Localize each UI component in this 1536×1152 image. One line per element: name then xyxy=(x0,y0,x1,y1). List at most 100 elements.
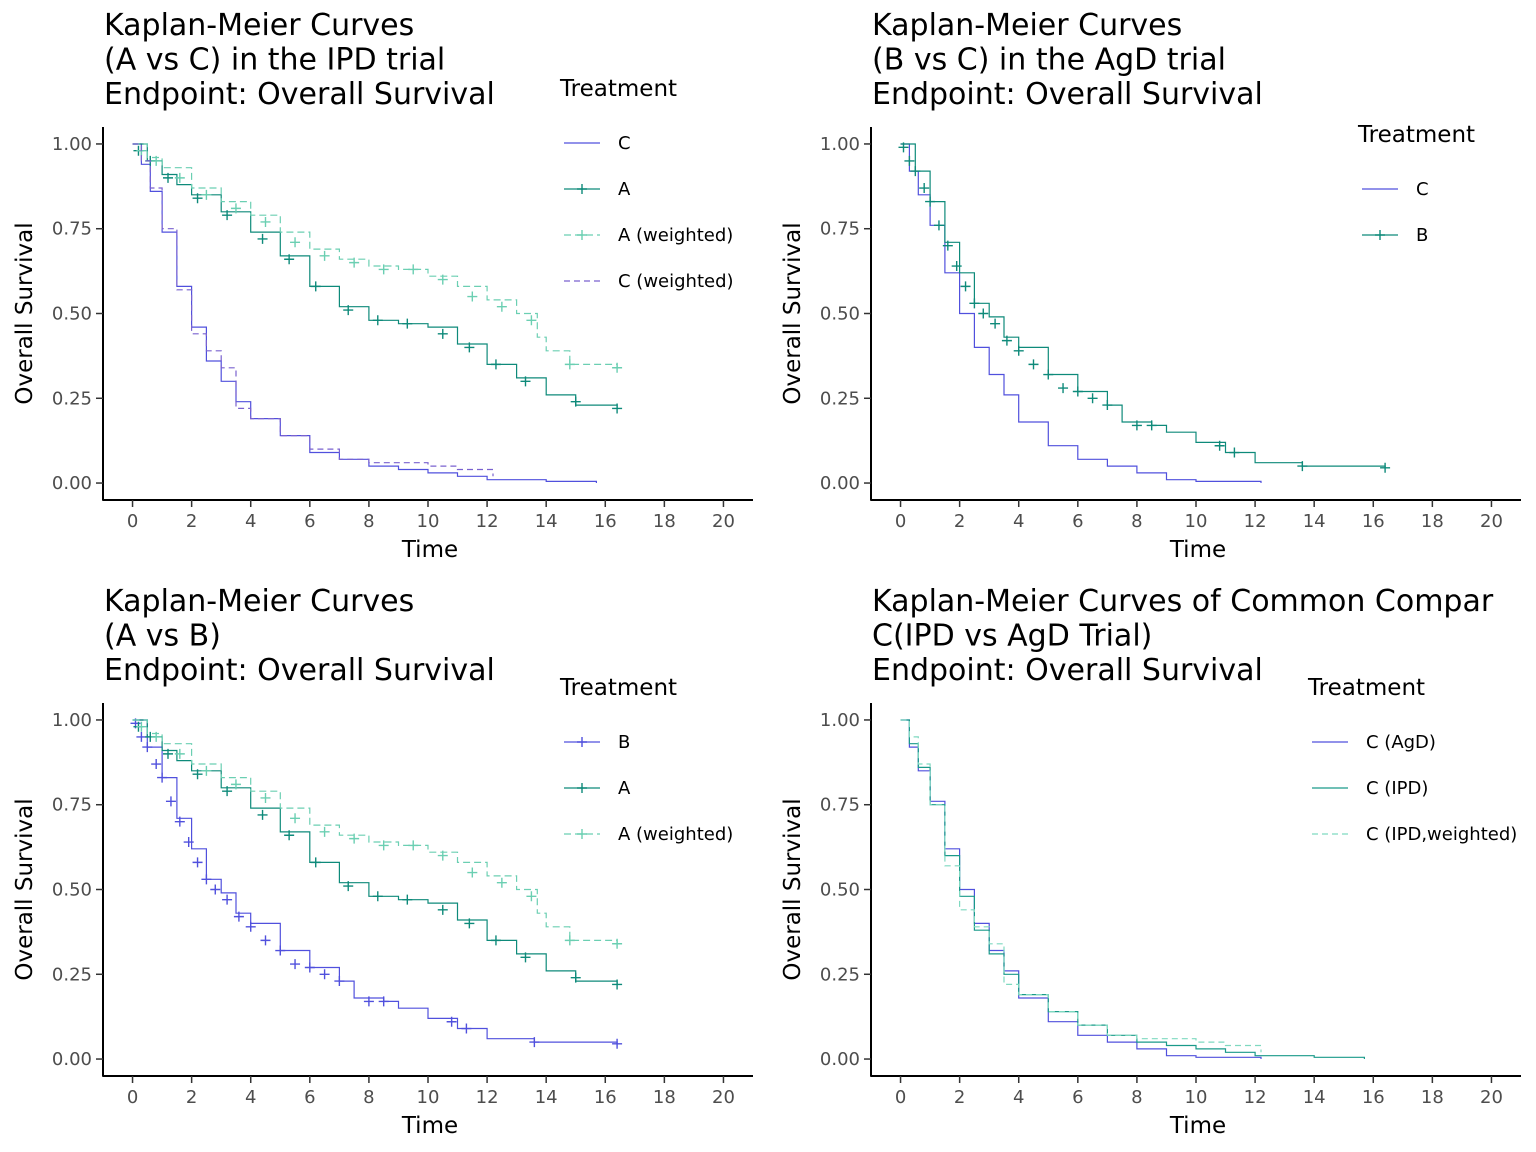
km-curve-b xyxy=(900,143,1386,468)
legend-key-censor xyxy=(577,184,587,194)
x-axis-title: Time xyxy=(401,1113,458,1139)
censor-mark xyxy=(363,996,374,1007)
censor-mark xyxy=(1001,335,1012,346)
censor-mark xyxy=(284,830,295,841)
legend-title: Treatment xyxy=(559,76,677,102)
censor-mark xyxy=(1013,345,1024,356)
panel-3: Kaplan-Meier Curves(A vs B)Endpoint: Ove… xyxy=(12,584,753,1139)
x-tick-label: 8 xyxy=(363,511,374,532)
legend-label: A (weighted) xyxy=(618,824,733,845)
censor-mark xyxy=(290,237,301,248)
censor-mark xyxy=(230,779,241,790)
x-tick-label: 18 xyxy=(653,511,676,532)
censor-mark xyxy=(612,938,623,949)
panel-title-line: Kaplan-Meier Curves xyxy=(104,584,414,619)
censor-mark xyxy=(467,867,478,878)
x-tick-label: 4 xyxy=(245,511,256,532)
legend-label: C (IPD,weighted) xyxy=(1366,824,1517,845)
censor-mark xyxy=(526,891,537,902)
censor-mark xyxy=(529,1037,540,1048)
legend-label: A xyxy=(618,179,631,200)
legend-key-censor xyxy=(1375,230,1385,240)
x-tick-label: 14 xyxy=(535,1087,558,1108)
censor-mark xyxy=(284,254,295,265)
panel-title-line: Endpoint: Overall Survival xyxy=(104,77,495,112)
censor-mark xyxy=(343,881,354,892)
x-tick-label: 8 xyxy=(1131,511,1142,532)
censor-mark xyxy=(1043,369,1054,380)
censor-mark xyxy=(319,969,330,980)
censor-mark xyxy=(201,765,212,776)
y-tick-label: 0.25 xyxy=(52,388,92,409)
censor-mark xyxy=(222,894,233,905)
censor-mark xyxy=(378,264,389,275)
x-tick-label: 2 xyxy=(954,1087,965,1108)
x-tick-label: 6 xyxy=(304,1087,315,1108)
legend-label: C (IPD) xyxy=(1366,778,1428,799)
panel-title-line: Kaplan-Meier Curves xyxy=(872,8,1182,43)
censor-mark xyxy=(437,850,448,861)
x-tick-label: 8 xyxy=(1131,1087,1142,1108)
panel-title-line: (A vs B) xyxy=(104,619,221,654)
censor-mark xyxy=(969,298,980,309)
censor-mark xyxy=(526,315,537,326)
km-curve-a xyxy=(132,143,618,409)
panel-title-line: Kaplan-Meier Curves xyxy=(104,8,414,43)
censor-mark xyxy=(163,748,173,759)
legend-key-censor xyxy=(577,230,587,240)
censor-mark xyxy=(978,308,989,319)
censor-mark xyxy=(163,172,173,183)
x-axis-title: Time xyxy=(401,537,458,563)
legend-title: Treatment xyxy=(1307,675,1425,701)
panel-4: Kaplan-Meier Curves of Common ComparC(IP… xyxy=(780,584,1521,1139)
censor-mark xyxy=(290,813,301,824)
y-axis-title: Overall Survival xyxy=(12,798,38,980)
x-tick-label: 18 xyxy=(1421,511,1444,532)
km-curve-c xyxy=(900,143,1262,483)
censor-mark xyxy=(136,731,147,742)
y-tick-label: 0.50 xyxy=(820,880,860,901)
panel-title-line: C(IPD vs AgD Trial) xyxy=(872,619,1152,654)
x-tick-label: 12 xyxy=(1244,511,1267,532)
censor-mark xyxy=(201,874,212,885)
censor-mark xyxy=(157,772,168,783)
censor-mark xyxy=(192,769,203,780)
x-tick-label: 14 xyxy=(535,511,558,532)
x-tick-label: 2 xyxy=(186,511,197,532)
legend-key-censor xyxy=(577,829,587,839)
legend-label: C xyxy=(1416,179,1429,200)
censor-mark xyxy=(464,918,475,929)
censor-mark xyxy=(233,911,244,922)
censor-mark xyxy=(372,315,383,326)
censor-mark xyxy=(142,742,153,753)
x-tick-label: 14 xyxy=(1303,511,1326,532)
y-tick-label: 1.00 xyxy=(52,134,92,155)
x-tick-label: 16 xyxy=(594,511,617,532)
x-tick-label: 20 xyxy=(712,511,735,532)
censor-mark xyxy=(612,403,623,414)
panel-title-line: Endpoint: Overall Survival xyxy=(872,77,1263,112)
y-axis-title: Overall Survival xyxy=(780,222,806,404)
y-tick-label: 1.00 xyxy=(820,710,860,731)
censor-mark xyxy=(951,261,962,272)
censor-mark xyxy=(612,979,623,990)
censor-mark xyxy=(437,274,448,285)
censor-mark xyxy=(349,257,360,268)
censor-mark xyxy=(490,359,501,370)
censor-mark xyxy=(257,809,268,820)
km-curve-a-weighted- xyxy=(132,143,618,368)
censor-mark xyxy=(275,945,286,956)
censor-mark xyxy=(260,935,271,946)
censor-mark xyxy=(230,203,241,214)
x-tick-label: 6 xyxy=(1072,1087,1083,1108)
y-tick-label: 0.50 xyxy=(52,880,92,901)
censor-mark xyxy=(496,301,507,312)
km-curve-a-weighted- xyxy=(132,719,618,944)
y-tick-label: 0.75 xyxy=(52,795,92,816)
x-tick-label: 14 xyxy=(1303,1087,1326,1108)
x-tick-label: 10 xyxy=(417,511,440,532)
x-tick-label: 2 xyxy=(954,511,965,532)
x-tick-label: 0 xyxy=(895,511,906,532)
y-tick-label: 1.00 xyxy=(52,710,92,731)
x-tick-label: 20 xyxy=(1480,511,1503,532)
